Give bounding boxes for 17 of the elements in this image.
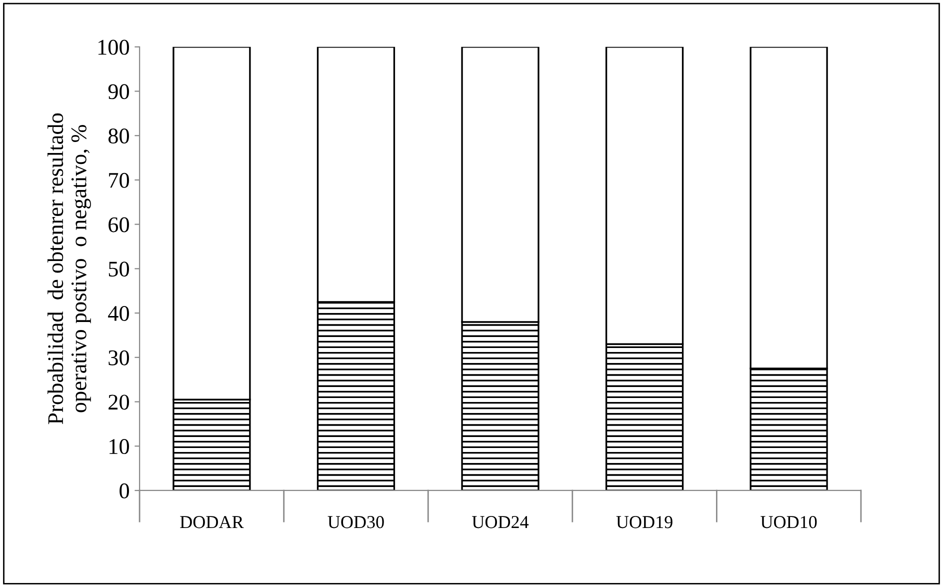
y-tick-label: 30: [108, 350, 129, 366]
y-tick-label: 50: [108, 262, 129, 277]
y-axis-title: Probabilidad de obtenrer resultado operativo postivo o negativo, %: [48, 113, 91, 424]
y-tick-label: 100: [98, 40, 129, 55]
y-tick-label: 10: [110, 439, 129, 454]
y-tick-label: 60: [108, 217, 129, 232]
x-tick-label: UOD19: [616, 516, 672, 528]
y-tick-label: 90: [108, 84, 129, 100]
y-tick-label: 20: [108, 394, 129, 410]
x-tick-label: UOD30: [328, 516, 384, 528]
y-tick-label: 0: [120, 483, 129, 498]
x-tick-label: UOD24: [472, 516, 529, 528]
y-tick-label: 70: [109, 172, 129, 188]
x-tick-label: DODAR: [180, 516, 244, 528]
x-tick-label: UOD10: [760, 516, 817, 528]
y-tick-label: 80: [108, 128, 129, 144]
y-tick-label: 40: [108, 306, 129, 321]
